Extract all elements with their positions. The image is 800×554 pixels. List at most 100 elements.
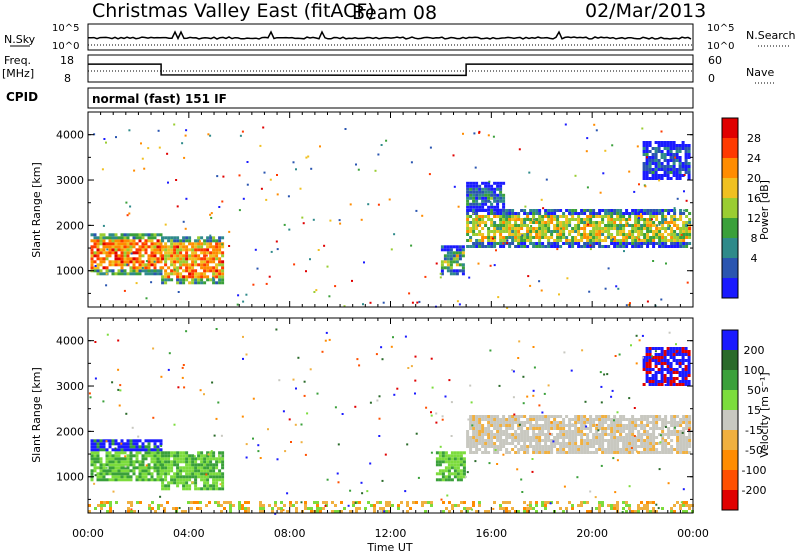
- power-cell: [610, 233, 614, 236]
- velocity-scatter-cell: [549, 432, 552, 435]
- power-cell: [670, 245, 674, 248]
- velocity-cell: [661, 439, 665, 442]
- velocity-cell: [577, 430, 581, 433]
- velocity-cell: [123, 445, 127, 449]
- power-cell: [532, 212, 536, 215]
- power-cell: [478, 196, 482, 200]
- power-cell: [625, 242, 629, 245]
- velocity-cell: [672, 359, 676, 362]
- velocity-cell: [313, 501, 316, 504]
- velocity-cell: [206, 460, 210, 464]
- power-cell: [538, 239, 542, 242]
- power-cell: [185, 260, 189, 264]
- velocity-cell: [646, 433, 650, 436]
- velocity-cell: [167, 454, 171, 458]
- velocity-colorbar-swatch: [722, 490, 738, 511]
- velocity-cell: [176, 460, 180, 464]
- power-cell: [147, 236, 151, 240]
- velocity-cell: [170, 451, 174, 455]
- velocity-cell: [649, 433, 653, 436]
- velocity-cell: [592, 418, 596, 421]
- velocity-cell: [655, 415, 659, 418]
- velocity-cell: [619, 415, 623, 418]
- velocity-cell: [94, 507, 97, 510]
- velocity-cell: [120, 451, 124, 455]
- velocity-cell: [304, 504, 307, 507]
- power-cell: [541, 230, 545, 233]
- power-cell: [642, 177, 646, 180]
- power-scatter-cell: [313, 291, 316, 293]
- velocity-cell: [658, 418, 662, 421]
- power-cell: [678, 177, 682, 180]
- velocity-cell: [159, 460, 163, 464]
- velocity-cell: [90, 478, 94, 482]
- power-cell: [568, 224, 572, 227]
- velocity-scatter-cell: [326, 478, 329, 481]
- velocity-cell: [544, 442, 548, 445]
- power-cell: [663, 171, 667, 174]
- velocity-cell: [562, 451, 566, 454]
- velocity-cell: [613, 451, 617, 454]
- power-cell: [138, 233, 142, 237]
- power-cell: [218, 272, 222, 276]
- velocity-cell: [481, 415, 485, 418]
- velocity-scatter-cell: [89, 396, 92, 399]
- velocity-cell: [651, 380, 655, 383]
- power-cell: [478, 190, 482, 194]
- power-cell: [93, 233, 97, 237]
- power-cell: [466, 196, 470, 200]
- velocity-colorbar-tick: -100: [742, 464, 767, 477]
- velocity-cell: [173, 478, 177, 482]
- velocity-cell: [108, 445, 112, 449]
- velocity-cell: [459, 478, 463, 482]
- power-scatter-cell: [218, 206, 221, 208]
- velocity-cell: [496, 439, 500, 442]
- power-scatter-cell: [521, 234, 524, 237]
- velocity-cell: [571, 451, 575, 454]
- velocity-cell: [547, 439, 551, 442]
- power-cell: [179, 242, 183, 246]
- velocity-cell: [453, 475, 457, 479]
- power-cell: [141, 242, 145, 246]
- power-cell: [484, 193, 488, 197]
- power-cell: [179, 239, 183, 243]
- power-cell: [93, 239, 97, 243]
- velocity-cell: [484, 445, 488, 448]
- velocity-cell: [538, 442, 542, 445]
- power-cell: [117, 248, 121, 252]
- power-cell: [657, 159, 661, 162]
- power-colorbar-swatch: [722, 178, 738, 199]
- power-cell: [499, 224, 503, 227]
- velocity-cell: [559, 430, 563, 433]
- velocity-scatter-cell: [688, 428, 691, 431]
- power-cell: [675, 156, 679, 159]
- power-cell: [446, 269, 450, 273]
- power-cell: [631, 239, 635, 242]
- velocity-cell: [568, 427, 572, 430]
- velocity-cell: [185, 481, 189, 485]
- power-cell: [672, 168, 676, 171]
- velocity-cell: [435, 463, 439, 467]
- power-colorbar-tick: 28: [747, 132, 761, 145]
- velocity-cell: [161, 469, 165, 473]
- velocity-cell: [450, 478, 454, 482]
- power-cell: [120, 269, 124, 273]
- power-cell: [669, 141, 673, 144]
- power-cell: [105, 236, 109, 240]
- power-cell: [167, 239, 171, 243]
- velocity-cell: [577, 451, 581, 454]
- velocity-cell: [117, 448, 121, 452]
- power-cell: [670, 233, 674, 236]
- power-cell: [687, 165, 691, 168]
- velocity-cell: [493, 445, 497, 448]
- power-cell: [580, 236, 584, 239]
- velocity-cell: [126, 460, 130, 464]
- power-cell: [640, 227, 644, 230]
- velocity-cell: [637, 445, 641, 448]
- power-cell: [493, 242, 497, 245]
- velocity-cell: [613, 442, 617, 445]
- velocity-cell: [502, 424, 506, 427]
- power-cell: [634, 239, 638, 242]
- velocity-cell: [93, 469, 97, 473]
- velocity-cell: [613, 430, 617, 433]
